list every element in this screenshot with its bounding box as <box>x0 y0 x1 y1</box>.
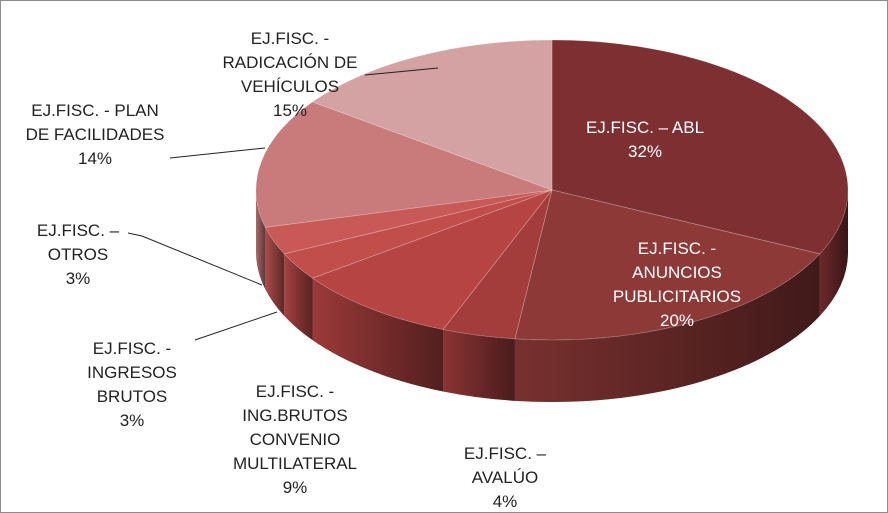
slice <box>255 101 553 228</box>
slice <box>551 39 849 255</box>
percent-label: 32% <box>627 142 663 161</box>
leader-line <box>169 147 266 159</box>
percent-label: 4% <box>492 492 518 511</box>
slice-label: EJ.FISC. – ABL 32% <box>560 116 730 164</box>
slice-side-shade <box>284 253 313 341</box>
slice-label: EJ.FISC. - PLAN DE FACILIDADES 14% <box>18 99 173 171</box>
slice <box>311 189 554 330</box>
leader-line <box>127 232 263 286</box>
slice-side-shade <box>514 253 820 402</box>
percent-label: 9% <box>282 478 308 497</box>
slice <box>442 189 553 340</box>
slice-label: EJ.FISC. - INGRESOS BRUTOS 3% <box>72 337 192 433</box>
slice-side-shade <box>265 227 285 316</box>
slice <box>311 39 553 191</box>
slice <box>264 189 553 255</box>
percent-label: 3% <box>119 411 145 430</box>
slice-label: EJ.FISC. - ING.BRUTOS CONVENIO MULTILATE… <box>225 380 365 500</box>
category-label: EJ.FISC. - ANUNCIOS PUBLICITARIOS <box>612 239 742 306</box>
slice <box>283 189 553 279</box>
percent-label: 15% <box>272 101 308 120</box>
leader-line <box>194 311 278 341</box>
category-label: EJ.FISC. - INGRESOS BRUTOS <box>87 339 177 406</box>
slice-side-shade <box>256 190 266 290</box>
slice-side-shade <box>819 190 848 316</box>
slice-side-shade <box>312 278 444 392</box>
percent-label: 20% <box>659 311 695 330</box>
category-label: EJ.FISC. – OTROS <box>36 221 120 264</box>
slice-side-shade <box>443 329 515 401</box>
percent-label: 14% <box>77 149 113 168</box>
category-label: EJ.FISC. - ING.BRUTOS CONVENIO MULTILATE… <box>232 382 358 473</box>
slice-label: EJ.FISC. – OTROS 3% <box>33 219 123 291</box>
category-label: EJ.FISC. - PLAN DE FACILIDADES <box>25 101 165 144</box>
slice-label: EJ.FISC. - RADICACIÓN DE VEHÍCULOS 15% <box>210 27 370 123</box>
category-label: EJ.FISC. - RADICACIÓN DE VEHÍCULOS <box>222 29 358 96</box>
slice <box>514 189 821 341</box>
category-label: EJ.FISC. – AVALÚO <box>463 444 547 487</box>
category-label: EJ.FISC. – ABL <box>585 118 705 137</box>
slice-label: EJ.FISC. - ANUNCIOS PUBLICITARIOS 20% <box>607 237 747 333</box>
leader-line <box>364 67 439 76</box>
slice-label: EJ.FISC. – AVALÚO 4% <box>440 442 570 513</box>
percent-label: 3% <box>65 269 91 288</box>
